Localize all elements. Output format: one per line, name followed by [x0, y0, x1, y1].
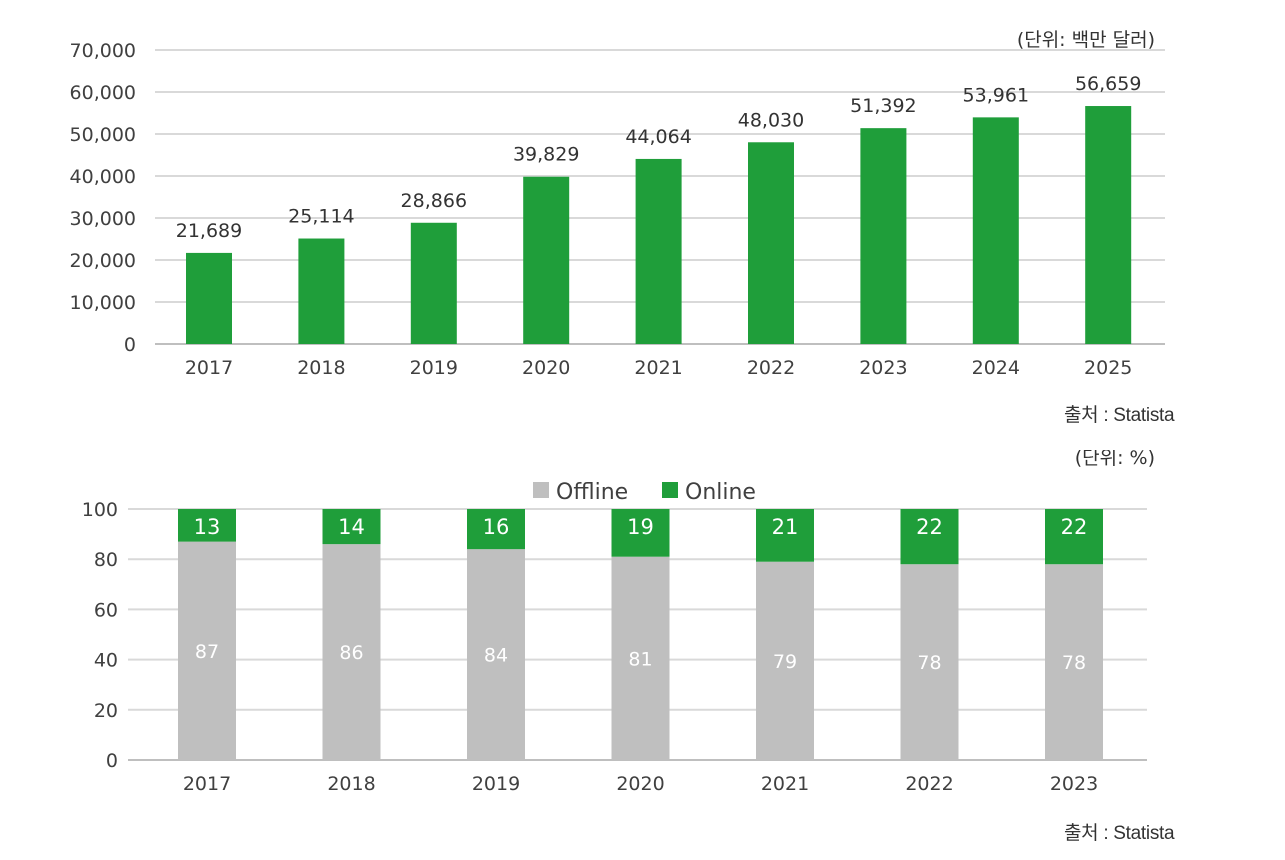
bar-2018	[298, 238, 345, 344]
x-tick-label: 2023	[1050, 773, 1098, 795]
data-label-2023: 51,392	[850, 95, 916, 117]
bar-online-2021	[756, 509, 814, 562]
x-tick-label: 2022	[747, 357, 795, 379]
bar-2024	[972, 117, 1019, 344]
bar-2021	[635, 158, 682, 344]
market-size-bar-chart: (단위: 백만 달러) 0 10,000 20,000 30,000 40,000 50,…	[70, 29, 1165, 379]
data-label-online-2020: 19	[627, 515, 654, 539]
data-label-online-2019: 16	[483, 515, 510, 539]
y-tick-label: 20	[94, 700, 118, 722]
data-label-offline-2022: 78	[917, 652, 941, 674]
data-label-2018: 25,114	[288, 206, 354, 228]
y-tick-label: 10,000	[70, 292, 136, 314]
x-tick-label: 2024	[972, 357, 1020, 379]
data-label-offline-2018: 86	[339, 642, 363, 664]
x-tick-label: 2023	[859, 357, 907, 379]
bar-offline-2018	[322, 544, 381, 760]
y-tick-label: 50,000	[70, 124, 136, 146]
y-tick-label: 70,000	[70, 40, 136, 62]
data-label-online-2017: 13	[194, 515, 221, 539]
x-tick-label: 2022	[905, 773, 953, 795]
x-tick-label: 2019	[472, 773, 520, 795]
bar-online-2017	[178, 509, 236, 542]
bar-2019	[410, 222, 457, 344]
bar-online-2019	[467, 509, 525, 550]
x-tick-label: 2018	[297, 357, 345, 379]
data-label-offline-2019: 84	[484, 645, 508, 667]
x-tick-label: 2025	[1084, 357, 1132, 379]
unit-note: (단위: %)	[1075, 450, 1155, 469]
data-label-2017: 21,689	[176, 220, 242, 242]
x-tick-label: 2020	[616, 773, 664, 795]
data-label-online-2023: 22	[1061, 515, 1088, 539]
y-tick-label: 30,000	[70, 208, 136, 230]
x-tick-label: 2019	[410, 357, 458, 379]
x-tick-label: 2021	[761, 773, 809, 795]
data-label-offline-2023: 78	[1062, 652, 1086, 674]
source-note: 출처 : Statista	[1064, 405, 1175, 426]
bar-2023	[860, 128, 907, 344]
x-tick-label: 2018	[327, 773, 375, 795]
data-label-2019: 28,866	[401, 190, 467, 212]
bar-2020	[523, 176, 570, 344]
bar-2025	[1085, 106, 1132, 345]
y-tick-label: 40	[94, 650, 118, 672]
y-tick-label: 80	[94, 549, 118, 571]
data-label-online-2022: 22	[916, 515, 943, 539]
bar-online-2022	[900, 509, 959, 565]
x-tick-label: 2017	[183, 773, 231, 795]
y-tick-label: 60	[94, 599, 118, 621]
legend-offline-label: Offline	[556, 480, 628, 505]
data-label-offline-2020: 81	[628, 648, 652, 670]
bar-2017	[186, 252, 232, 344]
bar-online-2018	[322, 509, 381, 545]
bar-offline-2020	[611, 556, 670, 760]
data-label-2022: 48,030	[738, 109, 804, 131]
y-tick-label: 20,000	[70, 250, 136, 272]
bar-offline-2023	[1045, 564, 1103, 760]
data-label-offline-2021: 79	[773, 651, 797, 673]
legend-online-label: Online	[685, 480, 756, 505]
data-label-2021: 44,064	[625, 126, 691, 148]
y-tick-label: 0	[106, 750, 118, 772]
legend-online-swatch	[662, 482, 678, 498]
y-tick-label: 100	[82, 499, 118, 521]
x-tick-label: 2021	[634, 357, 682, 379]
data-label-2020: 39,829	[513, 144, 579, 166]
bar-2022	[748, 142, 794, 344]
legend: Offline Online	[533, 480, 756, 505]
legend-offline-swatch	[533, 482, 549, 498]
bar-offline-2019	[467, 549, 525, 760]
data-label-online-2021: 21	[772, 515, 799, 539]
source-note: 출처 : Statista	[1064, 823, 1175, 844]
bar-online-2020	[611, 509, 670, 557]
x-tick-label: 2020	[522, 357, 570, 379]
unit-note: (단위: 백만 달러)	[1017, 29, 1155, 51]
bar-offline-2017	[178, 541, 236, 760]
bar-offline-2021	[756, 561, 814, 760]
data-label-2025: 56,659	[1075, 73, 1141, 95]
bar-offline-2022	[900, 564, 959, 760]
data-label-2024: 53,961	[963, 84, 1029, 106]
y-tick-label: 0	[124, 334, 136, 356]
y-tick-label: 40,000	[70, 166, 136, 188]
x-tick-label: 2017	[185, 357, 233, 379]
data-label-offline-2017: 87	[195, 641, 219, 663]
channel-share-stacked-chart: (단위: %) Offline Online 0 20 40 60 80 100 87 13…	[82, 450, 1155, 795]
y-tick-label: 60,000	[70, 82, 136, 104]
bar-online-2023	[1045, 509, 1103, 565]
data-label-online-2018: 14	[338, 515, 365, 539]
